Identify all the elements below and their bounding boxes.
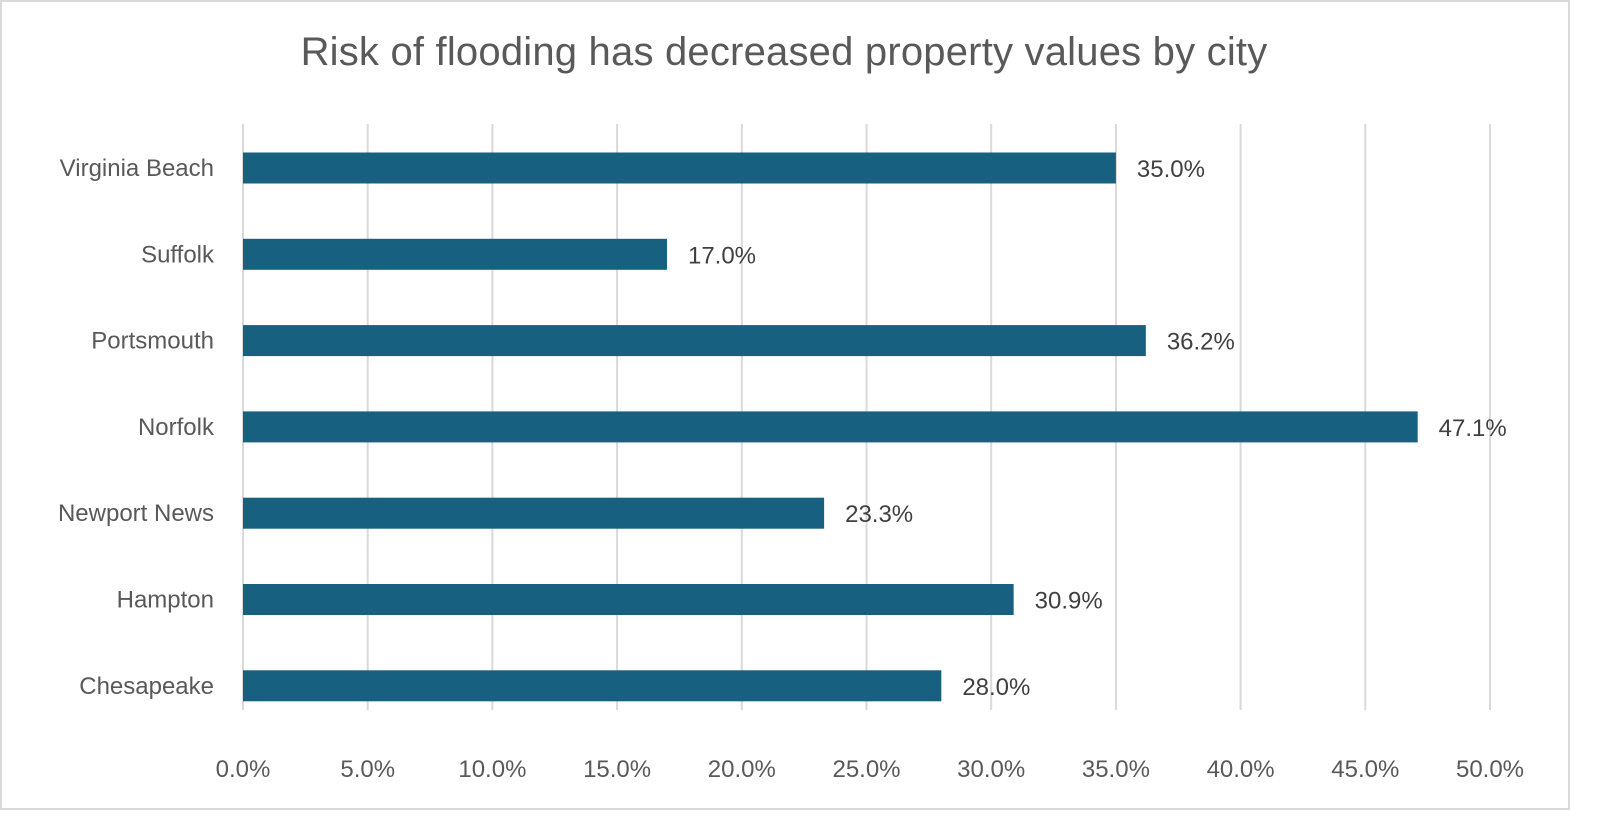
data-label: 36.2%: [1167, 329, 1235, 356]
x-tick-label: 50.0%: [1456, 756, 1524, 783]
x-tick-label: 30.0%: [957, 756, 1025, 783]
chart-title: Risk of flooding has decreased property …: [300, 30, 1268, 74]
bar: [243, 325, 1146, 357]
x-tick-label: 15.0%: [583, 756, 651, 783]
category-label: Suffolk: [141, 241, 215, 268]
data-labels: 35.0% 17.0% 36.2% 47.1% 23.3% 30.9% 28.0%: [688, 156, 1507, 701]
bar: [243, 670, 942, 702]
category-label: Chesapeake: [79, 673, 214, 700]
data-label: 47.1%: [1439, 415, 1507, 442]
data-label: 23.3%: [845, 501, 913, 528]
x-tick-label: 10.0%: [458, 756, 526, 783]
category-label: Hampton: [117, 587, 214, 614]
data-label: 17.0%: [688, 242, 756, 269]
data-label: 30.9%: [1035, 588, 1103, 615]
x-tick-label: 40.0%: [1207, 756, 1275, 783]
category-label: Newport News: [58, 500, 214, 527]
bars: [243, 152, 1418, 702]
bar: [243, 411, 1418, 443]
x-tick-label: 45.0%: [1331, 756, 1399, 783]
bar: [243, 238, 667, 270]
x-tick-label: 0.0%: [216, 756, 271, 783]
x-tick-labels: 0.0% 5.0% 10.0% 15.0% 20.0% 25.0% 30.0% 35.0% 40…: [216, 756, 1524, 783]
bar: [243, 584, 1014, 615]
category-label: Portsmouth: [91, 328, 214, 355]
data-label: 35.0%: [1137, 156, 1205, 183]
x-tick-label: 35.0%: [1082, 756, 1150, 783]
category-labels: Virginia Beach Suffolk Portsmouth Norfolk Ne…: [58, 155, 215, 700]
x-tick-label: 20.0%: [708, 756, 776, 783]
bar: [243, 497, 825, 529]
bar: [243, 152, 1116, 184]
category-label: Virginia Beach: [60, 155, 214, 182]
category-label: Norfolk: [138, 414, 215, 441]
data-label: 28.0%: [962, 674, 1030, 701]
x-tick-label: 25.0%: [832, 756, 900, 783]
x-tick-label: 5.0%: [340, 756, 395, 783]
